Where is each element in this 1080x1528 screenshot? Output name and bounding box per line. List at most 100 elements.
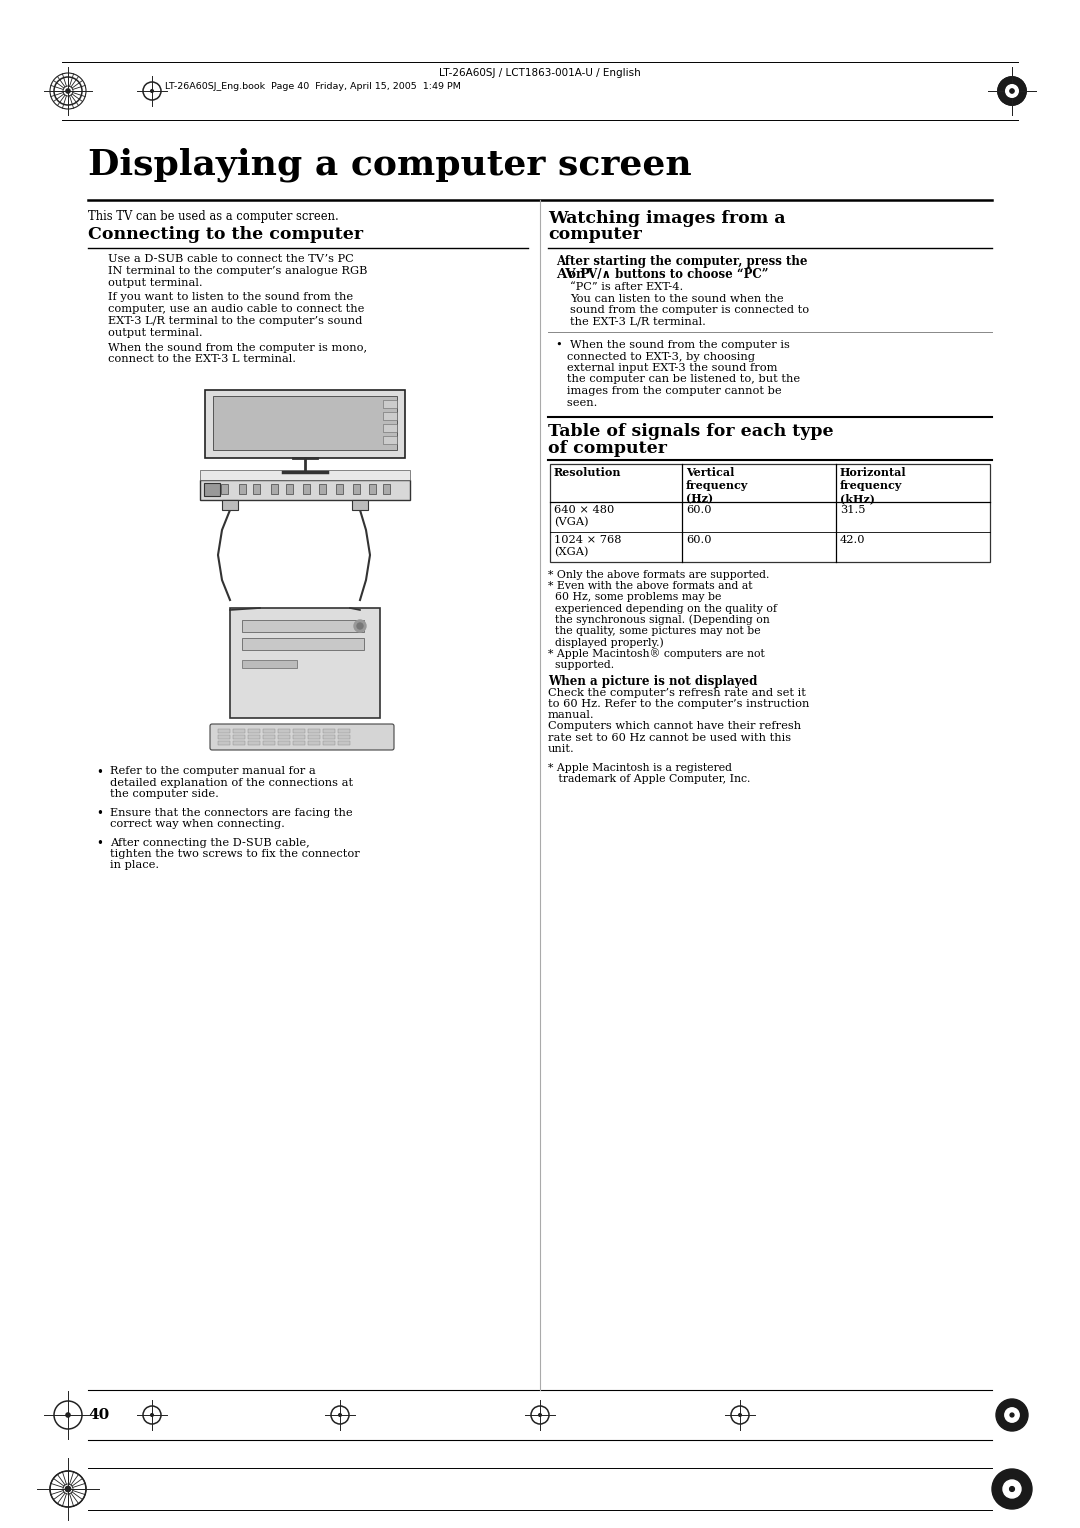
Bar <box>264 741 275 746</box>
Bar <box>200 480 410 500</box>
Bar <box>308 729 320 733</box>
Text: * Apple Macintosh® computers are not: * Apple Macintosh® computers are not <box>548 648 765 659</box>
Bar <box>323 729 335 733</box>
Text: of computer: of computer <box>548 440 667 457</box>
Bar <box>293 735 305 740</box>
Text: * Only the above formats are supported.: * Only the above formats are supported. <box>548 570 769 581</box>
Bar <box>253 484 260 494</box>
Text: seen.: seen. <box>556 397 597 408</box>
Bar <box>200 471 410 480</box>
Text: Watching images from a: Watching images from a <box>548 209 785 228</box>
Bar <box>293 729 305 733</box>
Bar <box>233 729 245 733</box>
Text: •: • <box>96 807 103 821</box>
Text: 31.5: 31.5 <box>840 504 865 515</box>
Text: displayed properly.): displayed properly.) <box>548 637 664 648</box>
Text: AV: AV <box>556 267 576 281</box>
Text: computer: computer <box>548 226 642 243</box>
Bar <box>230 608 380 718</box>
Text: output terminal.: output terminal. <box>108 329 203 338</box>
Bar <box>233 735 245 740</box>
Circle shape <box>1010 89 1014 93</box>
Text: 40: 40 <box>87 1407 109 1423</box>
Text: LT-26A60SJ_Eng.book  Page 40  Friday, April 15, 2005  1:49 PM: LT-26A60SJ_Eng.book Page 40 Friday, Apri… <box>165 83 461 92</box>
Bar <box>204 483 220 497</box>
Circle shape <box>1003 1481 1021 1497</box>
Bar <box>264 735 275 740</box>
Bar <box>242 639 364 649</box>
Bar <box>248 741 260 746</box>
Bar <box>242 660 297 668</box>
Circle shape <box>1010 89 1014 93</box>
Bar <box>336 484 343 494</box>
Text: unit.: unit. <box>548 744 575 753</box>
Circle shape <box>996 1400 1028 1432</box>
Text: Refer to the computer manual for a: Refer to the computer manual for a <box>110 766 315 776</box>
Text: the EXT-3 L/R terminal.: the EXT-3 L/R terminal. <box>570 316 706 327</box>
Bar <box>218 729 230 733</box>
Text: manual.: manual. <box>548 711 595 720</box>
Text: •: • <box>96 766 103 779</box>
Bar <box>286 484 293 494</box>
Bar <box>353 484 360 494</box>
Text: IN terminal to the computer’s analogue RGB: IN terminal to the computer’s analogue R… <box>108 266 367 275</box>
Circle shape <box>739 1413 741 1416</box>
Text: in place.: in place. <box>110 860 159 871</box>
Bar <box>278 729 291 733</box>
Bar <box>323 741 335 746</box>
Text: EXT-3 L/R terminal to the computer’s sound: EXT-3 L/R terminal to the computer’s sou… <box>108 316 363 325</box>
Bar <box>323 735 335 740</box>
Bar <box>369 484 376 494</box>
Text: You can listen to the sound when the: You can listen to the sound when the <box>570 293 784 304</box>
Text: Computers which cannot have their refresh: Computers which cannot have their refres… <box>548 721 801 732</box>
Text: * Apple Macintosh is a registered: * Apple Macintosh is a registered <box>548 762 732 773</box>
Text: V/∧ buttons to choose “PC”: V/∧ buttons to choose “PC” <box>584 267 768 281</box>
Text: Connecting to the computer: Connecting to the computer <box>87 226 363 243</box>
Circle shape <box>66 89 70 93</box>
Bar <box>248 735 260 740</box>
Text: Displaying a computer screen: Displaying a computer screen <box>87 148 692 182</box>
Bar <box>550 465 990 562</box>
Text: 60 Hz, some problems may be: 60 Hz, some problems may be <box>548 593 721 602</box>
Text: external input EXT-3 the sound from: external input EXT-3 the sound from <box>556 364 778 373</box>
Circle shape <box>539 1413 541 1416</box>
Text: 640 × 480
(VGA): 640 × 480 (VGA) <box>554 504 615 527</box>
Bar <box>221 484 228 494</box>
Text: experienced depending on the quality of: experienced depending on the quality of <box>548 604 777 614</box>
Text: 60.0: 60.0 <box>686 535 712 545</box>
Text: sound from the computer is connected to: sound from the computer is connected to <box>570 306 809 315</box>
Text: •: • <box>96 837 103 851</box>
Text: connect to the EXT-3 L terminal.: connect to the EXT-3 L terminal. <box>108 354 296 364</box>
Circle shape <box>150 1413 153 1416</box>
Text: This TV can be used as a computer screen.: This TV can be used as a computer screen… <box>87 209 339 223</box>
Bar <box>264 729 275 733</box>
Bar <box>383 400 397 408</box>
Text: detailed explanation of the connections at: detailed explanation of the connections … <box>110 778 353 787</box>
Circle shape <box>150 90 153 92</box>
Text: correct way when connecting.: correct way when connecting. <box>110 819 285 830</box>
Circle shape <box>65 1487 70 1491</box>
Text: rate set to 60 Hz cannot be used with this: rate set to 60 Hz cannot be used with th… <box>548 732 792 743</box>
Text: Vertical
frequency
(Hz): Vertical frequency (Hz) <box>686 468 748 504</box>
Circle shape <box>339 1413 341 1416</box>
Bar <box>352 500 368 510</box>
Text: Resolution: Resolution <box>554 468 621 478</box>
Bar <box>233 741 245 746</box>
Text: “PC” is after EXT-4.: “PC” is after EXT-4. <box>570 283 684 292</box>
Text: or: or <box>565 267 586 281</box>
Text: Horizontal
frequency
(kHz): Horizontal frequency (kHz) <box>840 468 906 504</box>
Text: 42.0: 42.0 <box>840 535 865 545</box>
Bar <box>293 741 305 746</box>
Bar <box>213 396 397 451</box>
Bar <box>218 735 230 740</box>
Text: connected to EXT-3, by choosing: connected to EXT-3, by choosing <box>556 351 755 362</box>
Text: computer, use an audio cable to connect the: computer, use an audio cable to connect … <box>108 304 364 315</box>
Text: After starting the computer, press the: After starting the computer, press the <box>556 255 808 267</box>
Bar <box>218 741 230 746</box>
Text: Use a D-SUB cable to connect the TV’s PC: Use a D-SUB cable to connect the TV’s PC <box>108 254 354 264</box>
Text: PC IN: PC IN <box>204 481 222 486</box>
Text: Table of signals for each type: Table of signals for each type <box>548 423 834 440</box>
Bar <box>319 484 326 494</box>
Bar <box>338 741 350 746</box>
Text: If you want to listen to the sound from the: If you want to listen to the sound from … <box>108 292 353 303</box>
